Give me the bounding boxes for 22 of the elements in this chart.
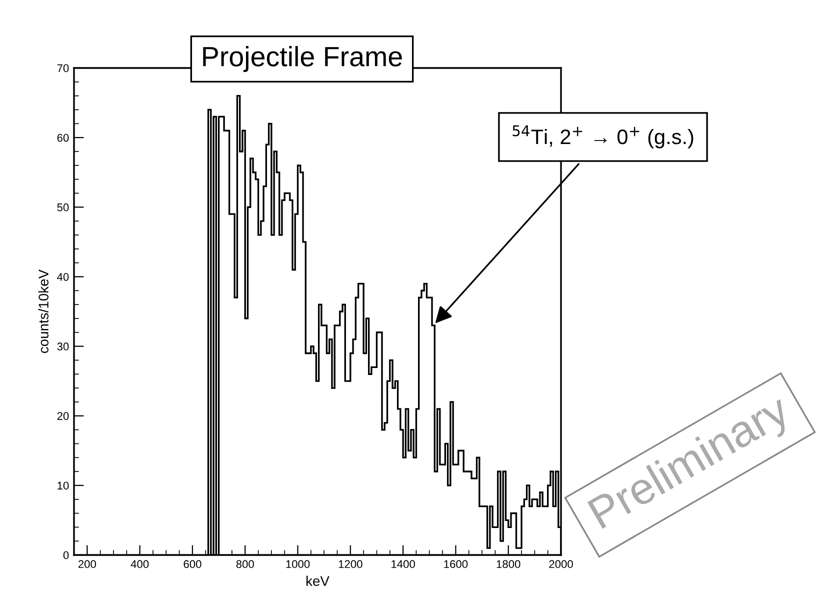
x-tick-label: 400 — [130, 560, 149, 568]
x-tick-label: 1400 — [392, 560, 415, 568]
y-tick-label: 60 — [57, 134, 69, 142]
x-tick-label: 1000 — [286, 560, 310, 568]
x-tick-label: 200 — [78, 560, 96, 568]
annotation: $^{54}$Ti, 2$^{+}$ → 0$^{+}$ (g.s.) — [512, 125, 694, 148]
x-tick-label: 1800 — [496, 560, 520, 568]
x-tick-label: 600 — [184, 560, 202, 568]
x-axis-title: keV — [306, 576, 330, 586]
y-tick-label: 20 — [57, 412, 69, 420]
y-tick-label: 30 — [57, 342, 69, 350]
x-tick-label: 1200 — [338, 560, 362, 568]
y-axis-title: counts/10keV — [38, 269, 48, 353]
y-tick-label: 50 — [57, 203, 69, 212]
y-tick-label: 40 — [57, 272, 69, 281]
x-tick-label: 2000 — [549, 560, 573, 568]
x-tick-label: 800 — [236, 560, 254, 568]
y-tick-label: 10 — [58, 482, 69, 490]
y-tick-label: 70 — [57, 64, 69, 72]
chart-title: Projectile Frame — [203, 46, 402, 72]
x-tick-label: 1600 — [444, 560, 468, 568]
y-tick-label: 0 — [63, 551, 69, 560]
